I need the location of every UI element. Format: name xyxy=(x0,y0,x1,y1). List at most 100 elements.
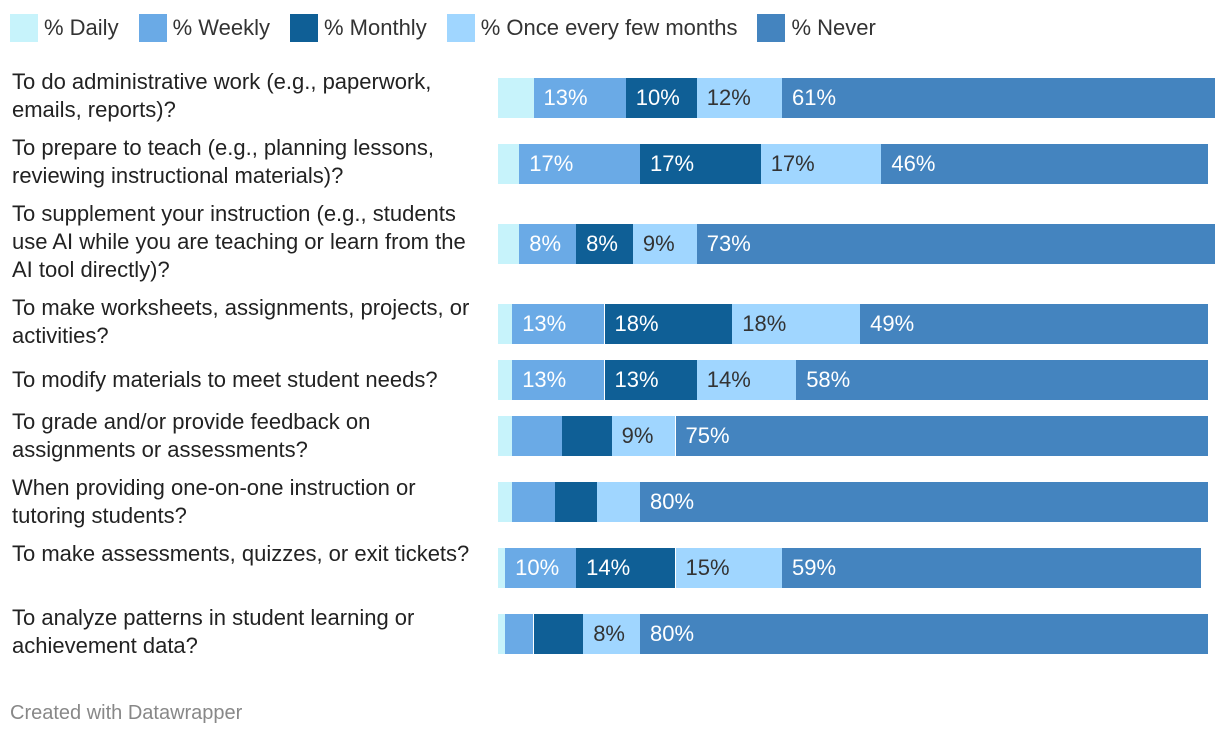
bar-segment xyxy=(533,78,626,118)
data-label: 8% xyxy=(593,621,625,646)
bar-segment xyxy=(512,304,605,344)
chart-area: To do administrative work (e.g., paperwo… xyxy=(12,69,1216,658)
bar-segment xyxy=(675,416,1208,456)
bar-segment xyxy=(498,614,506,654)
legend-item: % Monthly xyxy=(289,14,427,42)
category-label: To grade and/or provide feedback on assi… xyxy=(12,409,371,462)
legend-label: % Never xyxy=(791,15,876,40)
legend-label: % Once every few months xyxy=(480,15,738,40)
data-label: 10% xyxy=(635,85,680,110)
data-label: 17% xyxy=(529,151,574,176)
legend-label: % Daily xyxy=(44,15,119,40)
bar-segment xyxy=(604,304,733,344)
data-label: 8% xyxy=(529,231,562,256)
bar-segment xyxy=(519,224,577,264)
bar-segment xyxy=(597,482,640,522)
bar-segment xyxy=(675,548,782,588)
bar-segment xyxy=(561,416,612,456)
data-label: 58% xyxy=(806,367,851,392)
bar-segment xyxy=(640,144,761,184)
data-label: 13% xyxy=(614,367,659,392)
bar-segment xyxy=(604,360,697,400)
category-label: To do administrative work (e.g., paperwo… xyxy=(12,69,432,122)
bar-segment xyxy=(732,304,861,344)
bar-segment xyxy=(512,360,605,400)
data-label: 17% xyxy=(770,151,815,176)
data-label: 14% xyxy=(586,555,631,580)
bar-segment xyxy=(533,614,584,654)
bar-segment xyxy=(640,482,1208,522)
legend-swatch xyxy=(446,14,475,42)
category-label: To supplement your instruction (e.g., st… xyxy=(12,201,466,282)
data-label: 80% xyxy=(650,621,695,646)
bar-segment xyxy=(696,224,1216,264)
legend-swatch xyxy=(289,14,318,42)
bar-segment xyxy=(640,614,1208,654)
legend-item: % Weekly xyxy=(138,14,270,42)
bar-segment xyxy=(498,482,513,522)
legend-label: % Weekly xyxy=(172,15,270,40)
legend: % Daily % Weekly % Monthly % Once every few… xyxy=(10,12,896,44)
category-label: To prepare to teach (e.g., planning less… xyxy=(12,135,434,188)
bar-segment xyxy=(625,78,697,118)
data-label: 13% xyxy=(522,367,567,392)
data-label: 13% xyxy=(543,85,588,110)
category-label: To make assessments, quizzes, or exit ti… xyxy=(12,541,470,566)
bar-segment xyxy=(498,360,513,400)
bar-segment xyxy=(782,78,1216,118)
data-label: 15% xyxy=(685,555,730,580)
data-label: 75% xyxy=(685,423,730,448)
bar-segment xyxy=(782,548,1201,588)
legend-label: % Monthly xyxy=(323,15,427,40)
footer-credit: Created with Datawrapper xyxy=(10,702,243,724)
bar-segment xyxy=(512,416,562,456)
data-label: 17% xyxy=(650,151,695,176)
bar-segment xyxy=(696,78,782,118)
data-label: 14% xyxy=(706,367,751,392)
legend-swatch xyxy=(10,14,38,42)
bar-segment xyxy=(611,416,676,456)
data-label: 73% xyxy=(706,231,751,256)
data-label: 9% xyxy=(621,423,654,448)
bar-segment xyxy=(505,548,577,588)
bar-segment xyxy=(512,482,555,522)
bar-segment xyxy=(498,416,513,456)
legend-item: % Daily xyxy=(10,14,119,42)
category-label: To analyze patterns in student learning … xyxy=(12,605,415,658)
bar-segment xyxy=(881,144,1208,184)
legend-item: % Never xyxy=(757,14,876,42)
bar-segment xyxy=(554,482,598,522)
data-label: 8% xyxy=(586,231,618,256)
bar-segment xyxy=(498,144,520,184)
legend-swatch xyxy=(757,14,786,42)
data-label: 9% xyxy=(642,231,675,256)
bar-segment xyxy=(632,224,697,264)
data-label: 13% xyxy=(522,311,567,336)
data-label: 10% xyxy=(515,555,560,580)
data-label: 12% xyxy=(706,85,751,110)
bar-segment xyxy=(576,224,633,264)
bar-segment xyxy=(576,548,676,588)
category-label: To modify materials to meet student need… xyxy=(12,367,438,392)
bar-segment xyxy=(860,304,1208,344)
bar-segment xyxy=(760,144,882,184)
category-label: When providing one-on-one instruction or… xyxy=(12,475,416,528)
bar-segment xyxy=(796,360,1208,400)
bar-segment xyxy=(498,548,506,588)
bar-segment xyxy=(505,614,534,654)
bar-segment xyxy=(498,224,520,264)
data-label: 18% xyxy=(614,311,659,336)
bar-segment xyxy=(498,304,513,344)
data-label: 80% xyxy=(650,489,695,514)
category-label: To make worksheets, assignments, project… xyxy=(12,295,470,348)
bar-segment xyxy=(519,144,640,184)
bar-segment xyxy=(696,360,797,400)
legend-item: % Once every few months xyxy=(446,14,738,42)
data-label: 49% xyxy=(870,311,915,336)
data-label: 59% xyxy=(792,555,837,580)
bar-segment xyxy=(498,78,534,118)
data-label: 18% xyxy=(742,311,787,336)
data-label: 61% xyxy=(792,85,837,110)
data-label: 46% xyxy=(891,151,936,176)
legend-swatch xyxy=(138,14,167,42)
